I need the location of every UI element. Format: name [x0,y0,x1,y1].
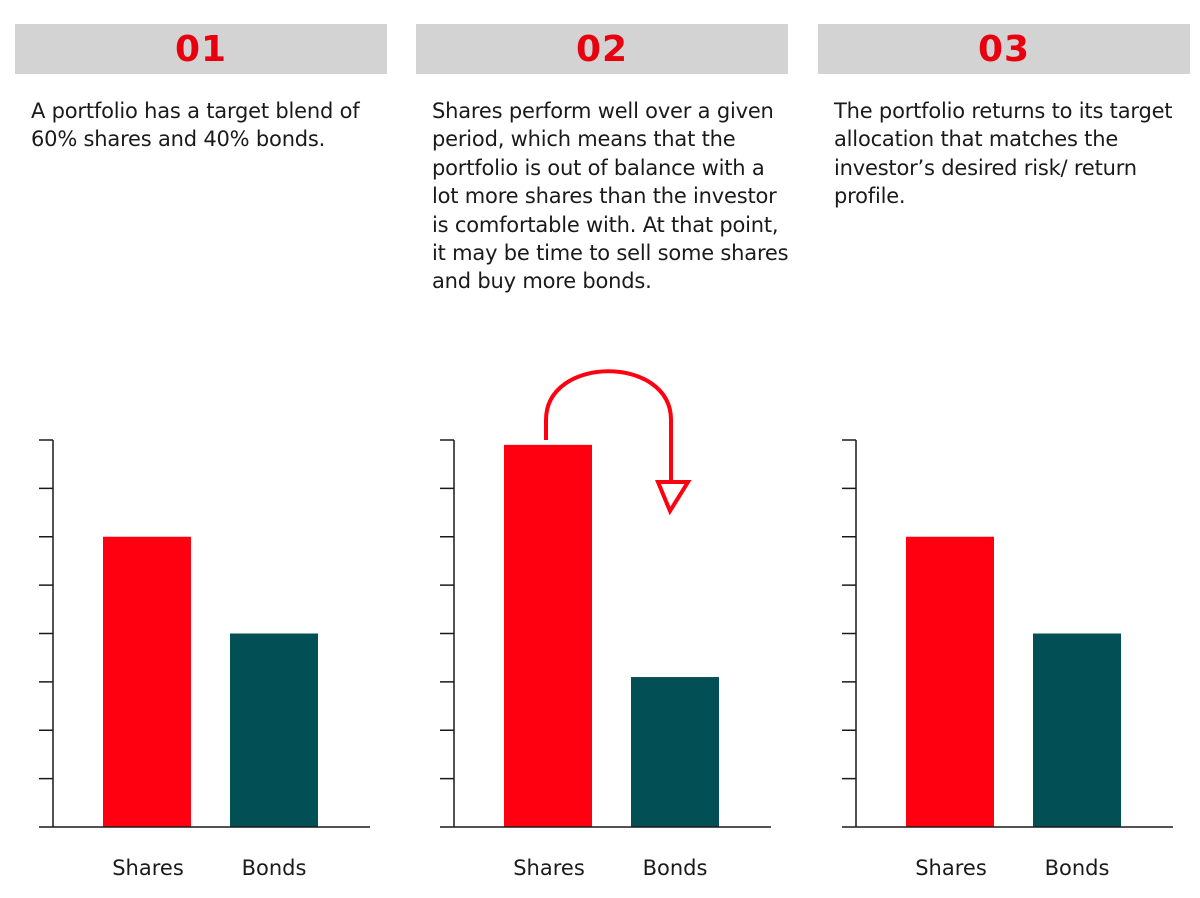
category-label: Shares [513,856,585,880]
step-description: The portfolio returns to its target allo… [834,99,1173,209]
step-panel-1: 01 A portfolio has a target blend of 60%… [15,0,387,898]
step-panel-2: 02 Shares perform well over a given peri… [416,0,789,898]
rebalance-arrow [544,369,673,480]
step-description: A portfolio has a target blend of 60% sh… [31,99,360,152]
category-label: Bonds [643,856,708,880]
arrow-head-icon [655,480,692,516]
category-label: Bonds [1045,856,1110,880]
step-description: Shares perform well over a given period,… [432,99,789,294]
bonds-bar [230,633,318,827]
step-header: 02 [416,24,788,74]
category-label: Shares [112,856,184,880]
step-panel-3: 03 The portfolio returns to its target a… [818,0,1190,898]
shares-bar [906,536,994,827]
step-number: 02 [575,28,629,70]
category-label: Bonds [242,856,307,880]
step-number: 01 [174,28,228,70]
step-header: 01 [15,24,387,74]
allocation-bar-chart: Shares Bonds [39,439,370,880]
step-number: 03 [977,28,1031,70]
step-header: 03 [818,24,1190,74]
allocation-bar-chart: Shares Bonds [842,439,1173,880]
shares-bar [504,444,592,827]
bonds-bar [1033,633,1121,827]
shares-bar [103,536,191,827]
bonds-bar [631,677,719,827]
allocation-bar-chart: Shares Bonds [440,369,771,880]
category-label: Shares [915,856,987,880]
